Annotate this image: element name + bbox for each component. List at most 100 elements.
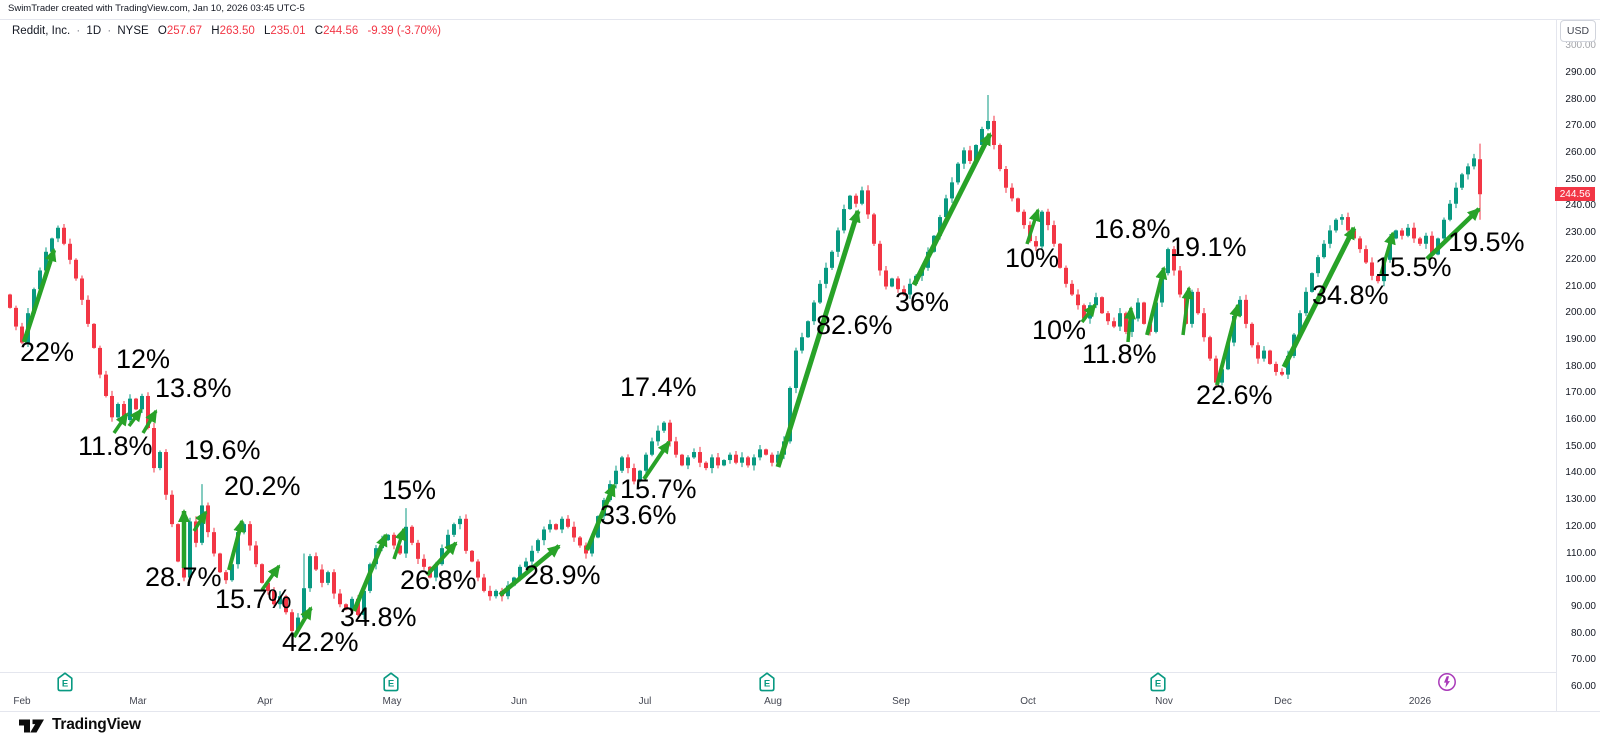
percent-annotation-label[interactable]: 36% <box>895 287 950 317</box>
trend-arrow[interactable] <box>911 132 993 287</box>
trend-arrow[interactable] <box>192 510 208 532</box>
candlestick <box>728 452 732 464</box>
candlestick <box>572 521 576 542</box>
low-value: 235.01 <box>270 25 306 37</box>
percent-annotation-label[interactable]: 19.5% <box>1448 227 1525 257</box>
candlestick <box>338 589 342 608</box>
percent-annotation-label[interactable]: 20.2% <box>224 471 301 501</box>
percent-annotation-label[interactable]: 28.7% <box>145 562 222 592</box>
candlestick <box>1268 349 1272 365</box>
percent-annotation-label[interactable]: 22% <box>20 337 75 367</box>
percent-annotation-label[interactable]: 34.8% <box>1312 280 1389 310</box>
interval-label[interactable]: 1D <box>86 25 102 37</box>
candlestick <box>1370 257 1374 281</box>
candlestick <box>758 444 762 461</box>
candlestick <box>854 193 858 208</box>
percent-annotation-label[interactable]: 13.8% <box>155 373 232 403</box>
percent-annotation-label[interactable]: 28.9% <box>524 560 601 590</box>
tradingview-logo[interactable]: TradingView <box>18 716 141 734</box>
percent-annotation-label[interactable]: 10% <box>1005 243 1060 273</box>
percent-annotation-label[interactable]: 11.8% <box>1082 339 1157 369</box>
percent-annotation-label[interactable]: 15% <box>382 475 437 505</box>
candlestick <box>1406 224 1410 238</box>
percent-annotation-label[interactable]: 22.6% <box>1196 380 1273 410</box>
candlestick <box>1064 265 1068 288</box>
symbol-legend[interactable]: Reddit, Inc. · 1D · NYSE O257.67 H263.50… <box>12 25 441 37</box>
trend-arrow[interactable] <box>642 440 671 481</box>
percent-annotation-label[interactable]: 10% <box>1032 315 1087 345</box>
percent-annotation-label[interactable]: 42.2% <box>282 627 359 657</box>
candlestick <box>1280 368 1284 377</box>
symbol-name[interactable]: Reddit, Inc. <box>12 25 71 37</box>
percent-annotation-label[interactable]: 19.1% <box>1170 232 1247 262</box>
candlestick <box>1172 246 1176 276</box>
price-tick-label: 150.00 <box>1565 440 1596 452</box>
trend-arrow[interactable] <box>112 412 129 434</box>
percent-annotation-label[interactable]: 34.8% <box>340 602 417 632</box>
trend-arrow[interactable] <box>351 533 389 612</box>
candlestick <box>170 490 174 528</box>
candlestick <box>908 278 912 299</box>
candlestick <box>272 587 276 606</box>
time-axis-label: Jul <box>638 696 652 707</box>
trend-arrow[interactable] <box>775 209 861 468</box>
percent-annotation-label[interactable]: 16.8% <box>1094 214 1171 244</box>
percent-annotation-label[interactable]: 15.7% <box>215 584 292 614</box>
percent-annotation-label[interactable]: 15.7% <box>620 474 697 504</box>
percent-annotation-label[interactable]: 26.8% <box>400 565 477 595</box>
candlestick <box>1004 166 1008 193</box>
trend-arrow[interactable] <box>1181 286 1194 336</box>
trend-arrow[interactable] <box>260 564 281 592</box>
trend-arrow[interactable] <box>227 519 245 571</box>
candlestick <box>1322 240 1326 259</box>
percent-annotation-label[interactable]: 12% <box>116 344 171 374</box>
candlestick <box>632 463 636 485</box>
trend-arrow[interactable] <box>1080 303 1097 324</box>
trend-arrow[interactable] <box>392 527 407 560</box>
open-label: O <box>157 25 167 37</box>
percent-annotation-label[interactable]: 15.5% <box>1375 252 1452 282</box>
candlestick <box>872 212 876 247</box>
trend-arrow[interactable] <box>425 541 458 577</box>
candlestick <box>452 522 456 538</box>
percent-annotation-label[interactable]: 33.6% <box>600 500 677 530</box>
chart-attribution-text: SwimTrader created with TradingView.com,… <box>8 3 305 14</box>
trend-arrow[interactable] <box>292 606 313 639</box>
trend-arrow[interactable] <box>1145 266 1168 336</box>
time-axis-label: Sep <box>892 696 910 707</box>
trend-arrow[interactable] <box>1215 303 1242 386</box>
candlestick <box>116 402 120 420</box>
trend-arrow[interactable] <box>584 483 617 551</box>
trend-arrow[interactable] <box>1425 207 1481 261</box>
high-label: H <box>211 25 220 37</box>
candlestick <box>848 194 852 210</box>
candlestick <box>1142 301 1146 325</box>
candlestick <box>902 285 906 297</box>
time-axis-top-divider <box>0 672 1556 673</box>
candlestick <box>470 550 474 563</box>
currency-toggle-button[interactable]: USD <box>1560 20 1596 42</box>
percent-annotation-label[interactable]: 11.8% <box>78 431 153 461</box>
trend-arrow[interactable] <box>1281 226 1357 369</box>
trend-arrow[interactable] <box>141 409 158 434</box>
percent-annotation-label[interactable]: 17.4% <box>620 372 697 402</box>
trend-arrow[interactable] <box>1025 208 1041 245</box>
price-tick-label: 80.00 <box>1570 627 1596 639</box>
percent-annotation-label[interactable]: 82.6% <box>816 310 893 340</box>
trend-arrow[interactable] <box>127 408 143 428</box>
trend-arrow[interactable] <box>498 544 561 597</box>
percent-annotation-label[interactable]: 19.6% <box>184 435 261 465</box>
candlestick <box>20 322 24 345</box>
trend-arrow[interactable] <box>1379 231 1396 275</box>
candlestick <box>1310 272 1314 293</box>
trend-arrow[interactable] <box>21 248 57 343</box>
candlestick <box>560 516 564 534</box>
candlestick <box>98 345 102 379</box>
candlestick <box>290 609 294 643</box>
candlestick <box>1178 266 1182 298</box>
trend-arrow[interactable] <box>1124 306 1137 343</box>
candlestick <box>332 569 336 599</box>
candlestick <box>836 227 840 257</box>
